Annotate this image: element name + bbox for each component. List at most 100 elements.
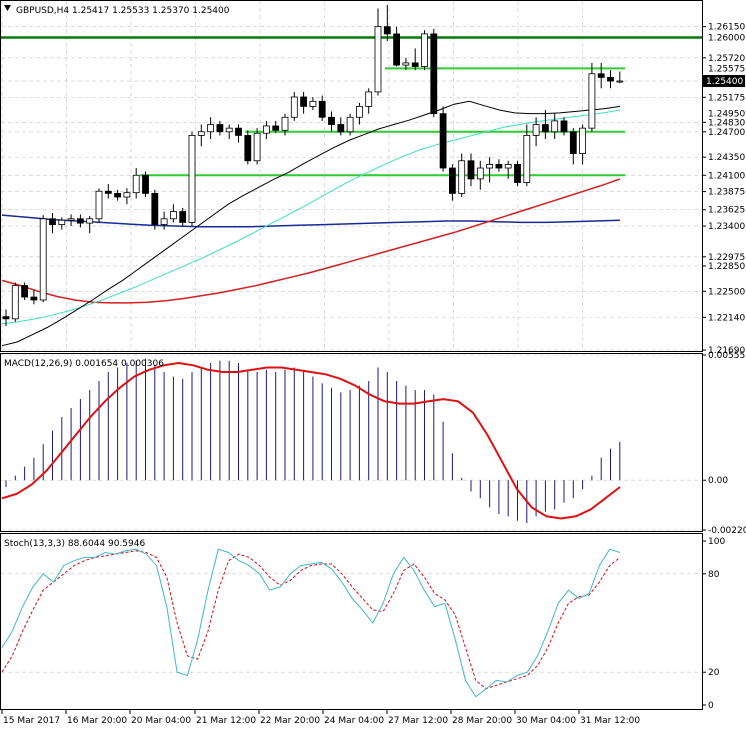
macd-tick-label: 0.00	[708, 476, 728, 486]
candle-body	[560, 120, 568, 133]
candle-body	[365, 91, 373, 107]
candle-body	[21, 285, 29, 298]
candle-body	[328, 116, 335, 125]
candle-body	[374, 26, 382, 93]
candle-body	[188, 134, 196, 223]
candle-body	[30, 296, 38, 301]
price-tick-label: 1.21690	[708, 346, 745, 356]
candle-body	[476, 167, 484, 180]
candle-body	[402, 62, 410, 66]
candle-body	[383, 26, 391, 35]
time-label: 20 Mar 04:00	[131, 716, 191, 726]
candle-body	[616, 80, 624, 83]
time-axis: 15 Mar 2017 16 Mar 20:00 20 Mar 04:00 21 Ma…	[1, 710, 640, 726]
time-label: 24 Mar 04:00	[324, 716, 384, 726]
candle-body	[169, 211, 177, 220]
macd-signal-line	[1, 361, 621, 520]
ma-red-line	[1, 178, 621, 304]
candle-body	[467, 160, 475, 180]
candle-body	[58, 219, 66, 225]
time-label: 15 Mar 2017	[3, 716, 60, 726]
candle-body	[346, 116, 354, 133]
candle-body	[569, 131, 577, 154]
time-label: 16 Mar 20:00	[67, 716, 127, 726]
candle-body	[421, 33, 428, 67]
candle-body	[142, 174, 149, 194]
price-tick-label: 1.24830	[708, 118, 745, 128]
stoch-title: Stoch(13,3,3) 88.6044 90.5946	[4, 539, 145, 549]
level-tick-label: 1.26000	[708, 34, 745, 44]
candle-body	[448, 167, 456, 194]
candle-body	[253, 132, 261, 162]
macd-tick-label: 0.005555	[708, 351, 746, 361]
candle-body	[393, 33, 401, 66]
candle-body	[607, 77, 614, 82]
current-price-box	[703, 75, 745, 88]
stoch-tick-label: 0	[708, 701, 714, 711]
candle-body	[355, 106, 363, 118]
candle-body	[235, 127, 242, 136]
price-tick-label: 1.24350	[708, 153, 745, 163]
price-tick-label: 1.22140	[708, 313, 745, 323]
time-label: 30 Mar 04:00	[516, 716, 576, 726]
candle-body	[197, 131, 205, 136]
candle-body	[123, 192, 131, 198]
macd-indicator: 0.005555 0.00 -0.002208	[1, 351, 746, 536]
candle-body	[318, 100, 326, 118]
candle-body	[588, 73, 596, 129]
candle-body	[86, 218, 94, 224]
price-tick-label: 1.25175	[708, 93, 745, 103]
moving-averages	[1, 100, 621, 347]
candle-body	[11, 285, 19, 320]
main-title: GBPUSD,H4 1.25417 1.25533 1.25370 1.2540…	[16, 6, 230, 16]
candle-body	[244, 134, 252, 162]
candle-body	[458, 160, 466, 194]
candle-body	[495, 163, 503, 169]
candle-body	[95, 190, 103, 220]
candle-body	[49, 218, 56, 225]
indicator-window-icon[interactable]	[4, 5, 11, 11]
candle-body	[216, 124, 224, 133]
time-label: 31 Mar 12:00	[580, 716, 640, 726]
time-label: 27 Mar 12:00	[388, 716, 448, 726]
candles	[2, 4, 624, 327]
stoch-indicator: 100 80 20 0	[1, 537, 725, 711]
ma-aqua-line	[1, 109, 621, 325]
level-tick-label: 1.25575	[708, 64, 745, 74]
price-tick-label: 1.24700	[708, 128, 745, 138]
stoch-main-line	[1, 548, 621, 698]
time-label: 28 Mar 20:00	[452, 716, 512, 726]
ma-black-line	[1, 100, 621, 347]
candle-body	[300, 96, 308, 107]
candle-body	[104, 190, 112, 194]
candle-body	[504, 163, 512, 169]
level-tick-label: 1.24950	[708, 110, 745, 120]
time-label: 21 Mar 12:00	[196, 716, 256, 726]
stoch-signal-line	[1, 550, 621, 690]
candle-body	[179, 211, 187, 223]
candle-body	[39, 218, 47, 301]
candle-body	[439, 113, 447, 169]
price-tick-label: 1.22500	[708, 287, 745, 297]
current-price-label: 1.25400	[706, 77, 743, 87]
candle-body	[151, 192, 159, 225]
price-tick-label: 1.25720	[708, 54, 745, 64]
stoch-tick-label: 100	[708, 537, 725, 547]
candle-body	[523, 134, 531, 183]
candle-body	[532, 124, 540, 136]
candle-body	[67, 218, 75, 221]
candle-body	[309, 100, 317, 107]
candle-body	[132, 174, 140, 194]
price-tick-label: 1.24100	[708, 171, 745, 181]
stoch-tick-label: 80	[708, 570, 720, 580]
price-tick-label: 1.22975	[708, 253, 745, 263]
candle-body	[272, 125, 280, 131]
macd-title: MACD(12,26,9) 0.001654 0.000306	[4, 359, 164, 369]
price-axis: 1.26150 1.25720 1.25400 1.25175 1.248301.247…	[702, 23, 745, 356]
candle-body	[2, 316, 10, 320]
candle-body	[597, 73, 605, 78]
candle-body	[514, 163, 521, 183]
candle-body	[579, 127, 586, 154]
candle-body	[114, 192, 121, 198]
